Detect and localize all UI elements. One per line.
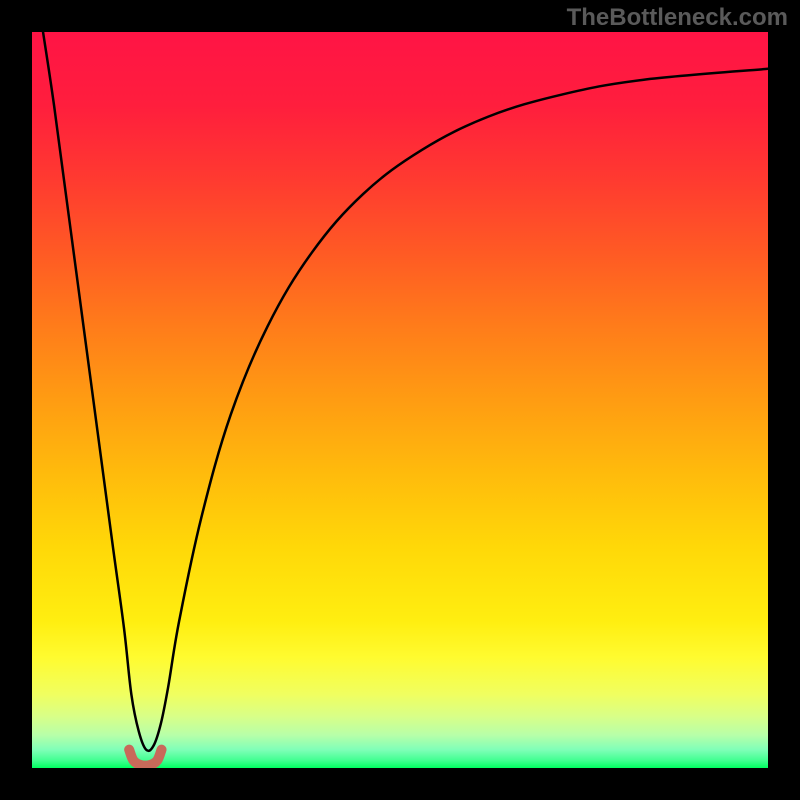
- chart-svg: [32, 32, 768, 768]
- chart-background: [32, 32, 768, 768]
- attribution-text: TheBottleneck.com: [567, 4, 788, 32]
- chart-outer: TheBottleneck.com: [0, 0, 800, 800]
- chart-plot-area: [32, 32, 768, 768]
